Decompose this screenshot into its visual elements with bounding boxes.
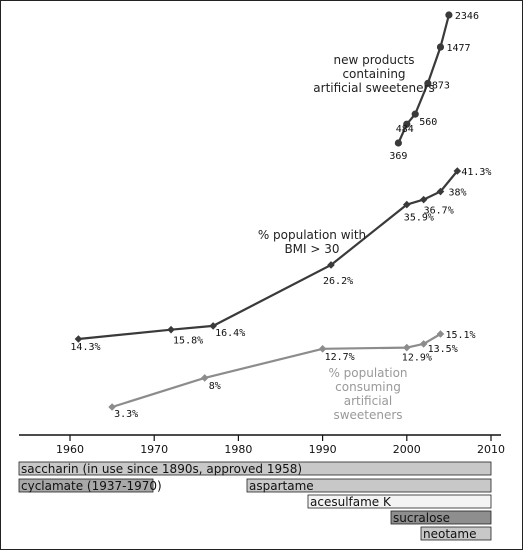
series-1: 14.3% 15.8% 16.4% 26.2% 35.9%36.7% 38% 41.3% % … [70,167,491,353]
timeline-label: sucralose [393,511,450,525]
data-label: 484 [396,124,414,135]
series-line [111,333,442,409]
timeline-bar-4: sucralose [390,510,492,525]
data-label: 15.1% [445,330,475,341]
data-point [209,322,217,330]
data-label: 26.2% [323,276,353,287]
data-point [453,167,462,175]
data-label: 3.3% [114,409,138,420]
data-point [74,335,83,343]
data-point [436,187,445,196]
timeline-bar [307,494,492,509]
data-label: 35.9% [404,213,434,224]
series-0: 369 484 560 873 1477 2346 new products containi… [313,11,479,162]
series-name-line: artificial sweeteners [313,81,434,95]
series-name-line: new products [333,53,414,67]
timeline-bar-1: cyclamate (1937-1970) [18,478,162,493]
timeline-label: neotame [423,527,476,541]
timeline-bar [420,526,492,541]
timeline-label: saccharin (in use since 1890s, approved … [21,462,302,476]
data-label: 14.3% [70,342,100,353]
data-point [327,261,335,269]
timeline-bar-5: neotame [420,526,492,541]
series-name-label: % population with BMI > 30 [258,228,366,256]
series-name-line: containing [342,67,405,81]
timeline-bar-0: saccharin (in use since 1890s, approved … [18,461,492,476]
data-label: 12.7% [325,352,355,363]
data-label: 15.8% [173,336,203,347]
data-point [436,330,445,338]
data-label: 369 [389,151,407,162]
data-point [424,79,432,88]
x-tick-label: 2010 [477,443,505,456]
data-label: 13.5% [428,344,458,355]
timeline-bar [246,478,492,493]
data-point [318,345,327,353]
data-label: 560 [419,117,437,128]
data-label: 16.4% [215,328,245,339]
data-point [108,403,116,411]
data-label: 41.3% [461,167,491,178]
data-label: 8% [209,381,221,392]
data-point [394,139,402,147]
data-label: 1477 [446,43,470,54]
data-point [419,340,428,348]
data-point [167,325,175,334]
data-point [200,374,209,382]
data-point [419,195,428,204]
timeline-bar [390,510,492,525]
timeline-label: aspartame [249,479,314,493]
data-label: 873 [432,80,450,91]
x-tick-label: 2000 [393,443,421,456]
data-label: 12.9% [402,353,432,364]
x-tick-label: 1990 [309,443,337,456]
series-name-line: % population with [258,228,366,242]
series-name-label: new products containing artificial sweeten… [313,53,434,95]
data-point [411,110,419,118]
data-point [445,11,453,19]
series-line [78,170,459,341]
series-name-line: consuming [335,380,401,394]
data-point [403,120,411,128]
timeline-bar-3: acesulfame K [307,494,492,509]
data-label: 36.7% [424,206,454,217]
timeline-label: cyclamate (1937-1970) [21,479,162,493]
series-2: 3.3% 8% 12.7% 12.9%13.5% 15.1% % population co… [108,330,476,422]
data-label: 2346 [455,11,479,22]
timeline-label: acesulfame K [310,495,392,509]
series-name-label: % population consuming artificial sweetener… [328,366,407,422]
series-name-line: artificial [344,394,393,408]
timeline-bar [18,478,154,493]
data-point [403,200,411,209]
series-name-line: sweeteners [333,408,402,422]
data-point [436,43,445,51]
series-name-line: BMI > 30 [284,242,339,256]
x-tick-label: 1980 [224,443,252,456]
data-point [403,343,411,352]
data-label: 38% [448,188,466,199]
x-tick-label: 1970 [140,443,168,456]
series-name-line: % population [328,366,407,380]
timeline-bar [18,461,492,476]
timeline-bar-2: aspartame [246,478,492,493]
x-tick-label: 1960 [56,443,84,456]
